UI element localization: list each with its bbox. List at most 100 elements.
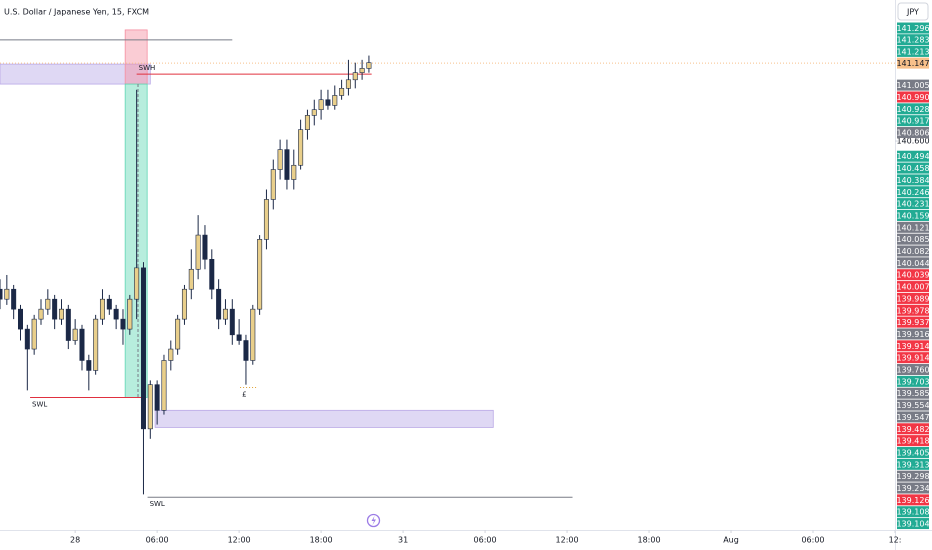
candle-body bbox=[86, 360, 92, 371]
price-tag-label: 139.554 bbox=[896, 401, 929, 410]
x-tick-label: 06:00 bbox=[146, 536, 169, 545]
candle-body bbox=[0, 288, 3, 300]
candle-body bbox=[181, 288, 187, 320]
candle-body bbox=[332, 95, 338, 106]
price-tag-label: 139.108 bbox=[896, 508, 929, 517]
price-tag bbox=[897, 387, 929, 399]
price-tag bbox=[897, 375, 929, 387]
price-tag-label: 140.917 bbox=[896, 117, 929, 126]
x-tick-label: 12: bbox=[889, 536, 902, 545]
replay-icon[interactable] bbox=[366, 513, 381, 528]
price-tag bbox=[897, 423, 929, 435]
candle-body bbox=[113, 308, 119, 320]
price-tag bbox=[897, 328, 929, 340]
candle-body bbox=[4, 288, 10, 300]
price-tag bbox=[897, 470, 929, 482]
price-tag bbox=[897, 435, 929, 447]
candle-body bbox=[250, 308, 256, 361]
price-tag bbox=[897, 269, 929, 281]
currency-button[interactable] bbox=[897, 2, 929, 21]
candle-body bbox=[195, 234, 201, 270]
x-tick-label: 28 bbox=[70, 536, 80, 545]
candle-body bbox=[45, 298, 51, 310]
price-tag-label: 139.126 bbox=[896, 496, 929, 505]
price-tag bbox=[897, 221, 929, 233]
chart-title: U.S. Dollar / Japanese Yen, 15, FXCM bbox=[4, 8, 149, 17]
price-tag-label: 140.458 bbox=[896, 164, 929, 173]
level-label: SWH bbox=[139, 64, 156, 72]
candle-body bbox=[154, 384, 160, 411]
price-tag-label: 139.937 bbox=[896, 318, 929, 327]
candle-body bbox=[222, 308, 228, 320]
candle-body bbox=[304, 115, 310, 130]
candle-body bbox=[298, 129, 304, 166]
candle-body bbox=[79, 328, 85, 361]
candle-body bbox=[106, 298, 112, 310]
price-tag-label: 139.914 bbox=[896, 354, 929, 363]
candle-body bbox=[31, 318, 37, 350]
price-tag bbox=[897, 162, 929, 174]
candle-body bbox=[127, 298, 133, 330]
price-tag-label: 140.007 bbox=[896, 283, 929, 292]
price-tag bbox=[897, 340, 929, 352]
price-tag bbox=[897, 446, 929, 458]
price-tag-label: 139.547 bbox=[896, 413, 929, 422]
price-tag bbox=[897, 174, 929, 186]
price-tag bbox=[897, 257, 929, 269]
price-tag-label: 140.159 bbox=[896, 211, 929, 220]
candle-body bbox=[345, 79, 351, 89]
price-tag-label: 140.231 bbox=[896, 200, 929, 209]
candle-body bbox=[52, 298, 58, 320]
candle-body bbox=[58, 308, 64, 320]
level-label: SWL bbox=[32, 401, 47, 409]
candle-body bbox=[209, 259, 215, 290]
candle-body bbox=[277, 149, 283, 170]
candle-body bbox=[229, 308, 235, 336]
price-tag-label: 141.296 bbox=[896, 24, 929, 33]
candle-body bbox=[318, 99, 324, 111]
icon-bolt[interactable] bbox=[371, 516, 377, 525]
candle-body bbox=[11, 288, 17, 310]
price-tag-label: 141.005 bbox=[896, 81, 929, 90]
price-tag bbox=[897, 245, 929, 257]
price-tag-label: 139.405 bbox=[896, 448, 929, 457]
price-tag-label: 139.914 bbox=[896, 342, 929, 351]
price-tag bbox=[897, 34, 929, 46]
candle-body bbox=[216, 288, 222, 320]
candle-body bbox=[366, 62, 372, 69]
price-tag bbox=[897, 494, 929, 506]
price-tag bbox=[897, 127, 929, 139]
level-label: £ bbox=[242, 391, 246, 399]
price-tag bbox=[897, 352, 929, 364]
candle-body bbox=[140, 267, 146, 430]
price-tag bbox=[897, 316, 929, 328]
price-tag-label: 140.039 bbox=[896, 271, 929, 280]
candle-body bbox=[359, 68, 365, 73]
price-tag-label: 140.044 bbox=[896, 259, 929, 268]
currency-label[interactable]: JPY bbox=[906, 8, 919, 17]
candle-body bbox=[99, 298, 105, 320]
x-tick-label: Aug bbox=[723, 536, 739, 545]
level-label: SWL bbox=[150, 500, 165, 508]
price-tag bbox=[897, 150, 929, 162]
price-tag-label: 139.234 bbox=[896, 484, 929, 493]
x-tick-label: 18:00 bbox=[638, 536, 661, 545]
candle-body bbox=[291, 164, 297, 180]
price-tag-label: 140.990 bbox=[896, 93, 929, 102]
price-tag-label: 139.104 bbox=[896, 520, 929, 529]
candle-body bbox=[339, 88, 345, 96]
candle-body bbox=[263, 199, 269, 240]
candle-body bbox=[147, 384, 153, 430]
candle-body bbox=[38, 308, 44, 320]
price-tag bbox=[897, 518, 929, 530]
candle-body bbox=[188, 268, 194, 290]
x-tick-label: 12:00 bbox=[228, 536, 251, 545]
candle-body bbox=[284, 149, 290, 180]
zone bbox=[124, 29, 148, 85]
last-price-label: 141.147 bbox=[896, 59, 929, 68]
price-tag bbox=[897, 115, 929, 127]
icon-circle[interactable] bbox=[366, 513, 381, 528]
price-tag-label: 139.585 bbox=[896, 389, 929, 398]
candle-body bbox=[236, 334, 242, 341]
price-tag-label: 141.283 bbox=[896, 36, 929, 45]
